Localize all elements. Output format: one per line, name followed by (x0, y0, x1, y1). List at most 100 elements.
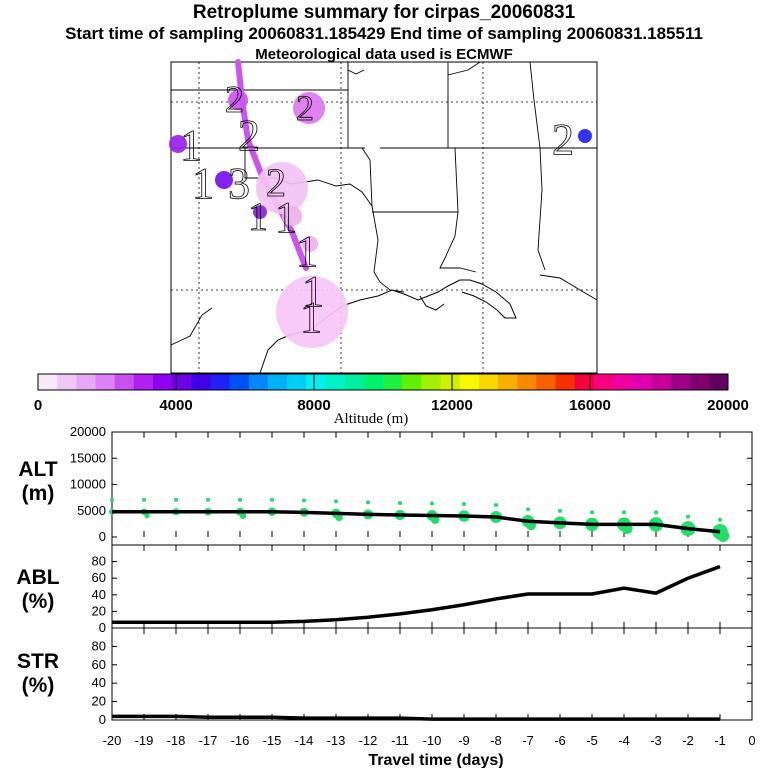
colorbar-cell (498, 374, 518, 390)
colorbar-cell (248, 374, 269, 390)
xtick-label: -12 (359, 733, 378, 748)
marker-label-8: 1 (275, 193, 297, 242)
xtick-label: -15 (263, 733, 282, 748)
xtick-label: -2 (682, 733, 694, 748)
str-panel-label: STR (17, 650, 59, 673)
alt-scatter-point (144, 513, 150, 519)
abl-ytick-label: 0 (99, 620, 106, 635)
colorbar-cell (287, 374, 307, 390)
alt-scatter-point (494, 503, 498, 508)
marker-label-4: 1 (180, 121, 202, 170)
xtick-label: -4 (618, 733, 630, 748)
colorbar-cell (383, 374, 403, 390)
colorbar-tick-label: 12000 (431, 397, 473, 414)
xtick-label: -3 (650, 733, 662, 748)
xtick-label: -6 (554, 733, 566, 748)
xtick-label: -7 (522, 733, 534, 748)
colorbar-cell (402, 374, 422, 390)
marker-label-10: 1 (300, 293, 322, 342)
str-ytick-label: 40 (92, 675, 106, 690)
colorbar-tick-label: 20000 (707, 397, 749, 414)
plume-marker-6 (256, 162, 308, 214)
marker-label-9b: 1 (302, 267, 324, 316)
colorbar-cell (210, 374, 230, 390)
alt-scatter-point (718, 517, 722, 522)
alt-scatter-point (174, 497, 178, 502)
colorbar-cell (574, 374, 595, 390)
abl-panel-label: ABL (16, 566, 59, 589)
alt-scatter-point (398, 500, 402, 505)
colorbar-cell (363, 374, 384, 390)
plume-marker-5 (215, 171, 233, 189)
colorbar-label: Altitude (m) (334, 411, 409, 427)
alt-scatter-point (526, 507, 530, 512)
colorbar-cell (517, 374, 537, 390)
colorbar-cell (133, 374, 154, 390)
state-borders (170, 61, 597, 346)
colorbar-tick-label: 4000 (159, 397, 192, 414)
alt-scatter-point (270, 497, 274, 502)
map-panel: 2 2 2 2 1 3 1 2 1 1 1 1 1 (169, 59, 598, 374)
xtick-label: -5 (586, 733, 598, 748)
colorbar-cell (38, 374, 58, 390)
str-panel-unit: (%) (22, 674, 55, 697)
altitude-colorbar: 0 4000 8000 12000 16000 20000 Altitude (m) (34, 373, 749, 427)
abl-ytick-label: 20 (92, 603, 106, 618)
marker-label-5: 3 (228, 159, 250, 208)
alt-ytick-label: 15000 (70, 450, 106, 465)
xtick-label: -17 (199, 733, 218, 748)
colorbar-cell (76, 374, 96, 390)
colorbar-cell (536, 374, 556, 390)
colorbar-cell (191, 374, 211, 390)
alt-scatter-point (622, 510, 626, 515)
colorbar-cell (708, 374, 729, 390)
alt-panel-unit: (m) (22, 482, 55, 505)
colorbar-tick-label: 16000 (569, 397, 611, 414)
alt-ytick-label: 20000 (70, 424, 106, 439)
xtick-label: -1 (714, 733, 726, 748)
plume-marker-9 (302, 236, 318, 252)
alt-scatter-point (462, 502, 466, 506)
xtick-label: -13 (327, 733, 346, 748)
str-series-line (112, 714, 720, 721)
plume-marker-2 (293, 92, 325, 124)
colorbar-cell (172, 374, 192, 390)
abl-ytick-label: 40 (92, 587, 106, 602)
xtick-label: -8 (490, 733, 502, 748)
alt-scatter-point (366, 500, 370, 505)
abl-ytick-label: 80 (92, 554, 106, 569)
str-ytick-label: 0 (99, 712, 106, 727)
alt-scatter-point (110, 497, 114, 502)
alt-scatter-point (430, 501, 434, 506)
colorbar-cell (114, 374, 135, 390)
alt-ytick-label: 5000 (77, 503, 106, 518)
marker-label-5b: 1 (192, 159, 214, 208)
plume-marker-1 (228, 90, 248, 110)
colorbar-cell (478, 374, 499, 390)
xtick-label: -20 (103, 733, 122, 748)
marker-label-2: 2 (296, 88, 314, 128)
alt-ytick-label: 0 (99, 529, 106, 544)
meteorological-data-note: Meteorological data used is ECMWF (255, 46, 513, 63)
colorbar-cell (440, 374, 460, 390)
colorbar-cell (306, 374, 326, 390)
xtick-label: -16 (231, 733, 250, 748)
alt-scatter-point (335, 513, 343, 522)
chart-title: Retroplume summary for cirpas_20060831 (192, 2, 576, 23)
alt-scatter-point (206, 497, 210, 502)
colorbar-cell (651, 374, 671, 390)
colorbar-cell (670, 374, 690, 390)
alt-scatter-point (238, 497, 242, 502)
colorbar-cell (421, 374, 441, 390)
colorbar-cell (555, 374, 575, 390)
plume-marker-8 (282, 206, 302, 226)
x-axis-label: Travel time (days) (368, 752, 503, 768)
xtick-label: 0 (748, 733, 755, 748)
plume-marker-10 (276, 276, 348, 348)
marker-labels: 2 2 2 2 1 3 1 2 1 1 1 1 1 (180, 79, 575, 343)
alt-scatter-point (302, 498, 306, 503)
xtick-label: -14 (295, 733, 314, 748)
plume-marker-4 (169, 135, 187, 153)
marker-label-1b: 2 (238, 111, 260, 160)
